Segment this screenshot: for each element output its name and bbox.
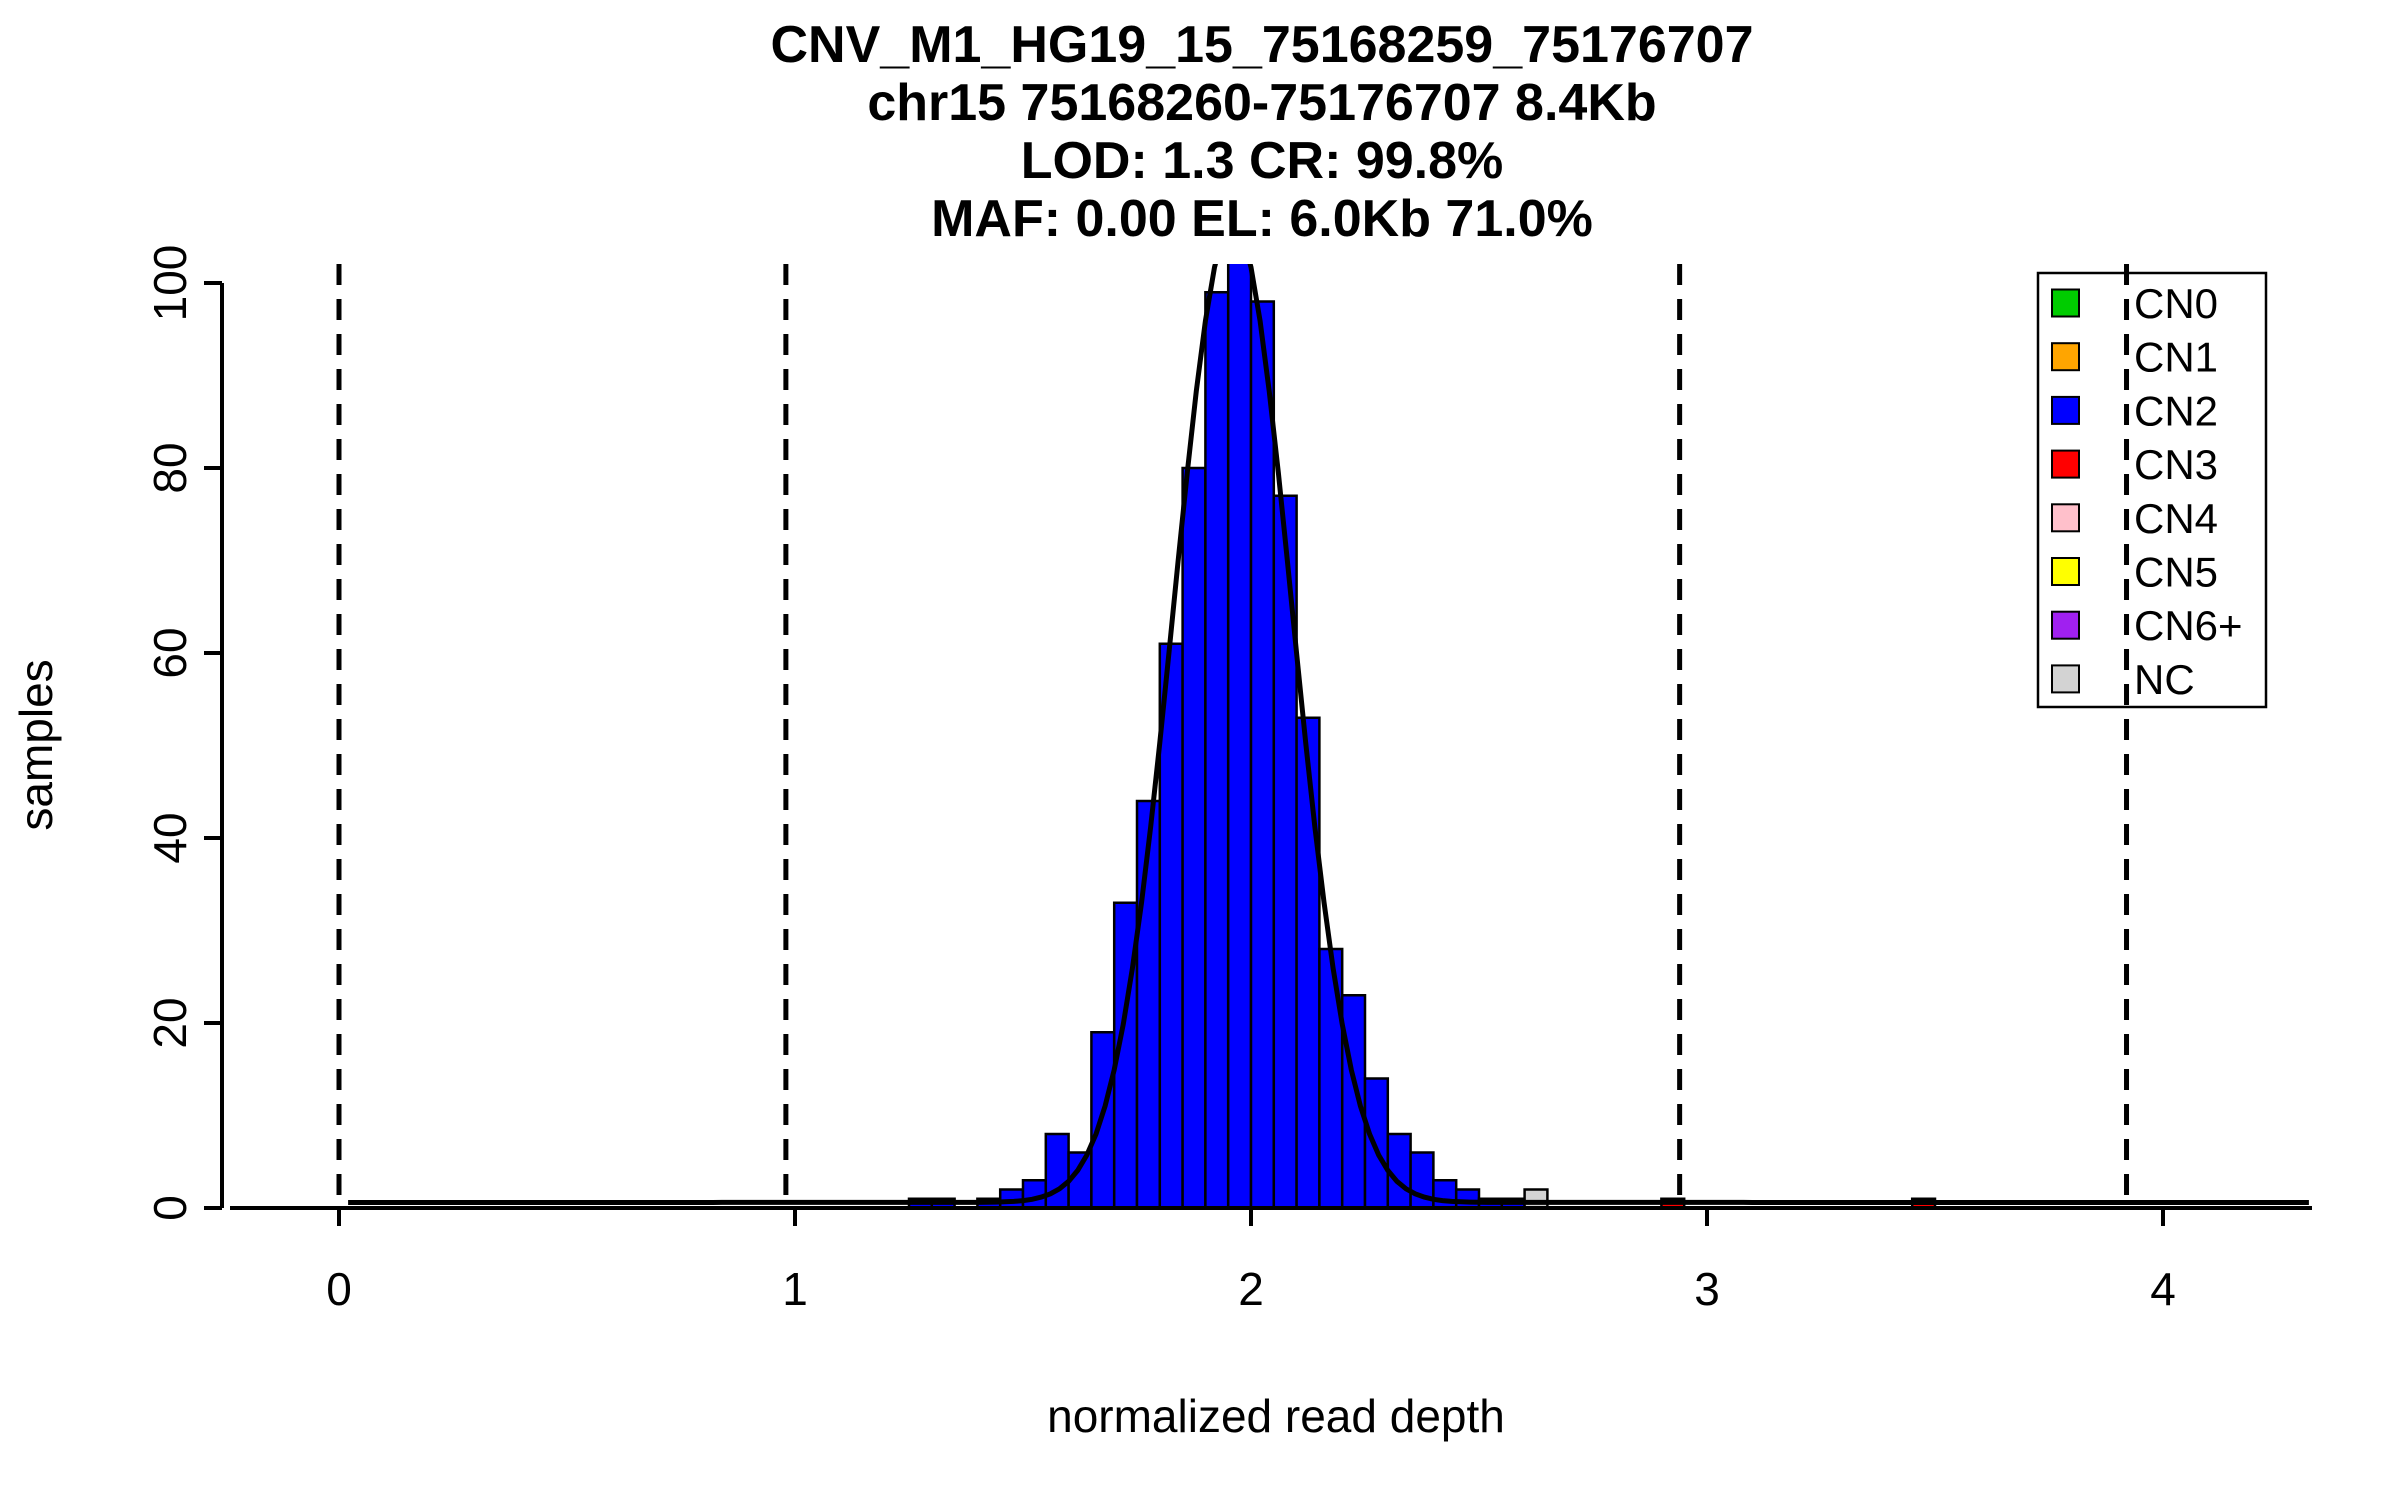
y-tick-label: 100 [144,245,196,322]
chart-title: CNV_M1_HG19_15_75168259_75176707 chr15 7… [122,16,2400,248]
y-axis-label: samples [10,659,62,830]
legend-swatch-CN0 [2051,288,2080,318]
histogram-bar-CN2 [1204,291,1230,1210]
histogram-bar-CN2 [1226,264,1253,1210]
histogram-bar-CN2 [1044,1132,1070,1210]
y-tick-label: 60 [144,627,196,678]
legend-box [2036,271,2268,709]
legend-swatch-CN6+ [2051,610,2080,640]
x-tick-label: 4 [2150,1263,2176,1315]
x-tick-label: 2 [1238,1263,1264,1315]
x-tick-label: 0 [326,1263,352,1315]
legend-label-CN0: CN0 [2134,280,2218,327]
legend-label-CN2: CN2 [2134,387,2218,434]
x-tick-label: 3 [1694,1263,1720,1315]
histogram-bar-CN2 [1454,1188,1481,1210]
legend-swatch-CN5 [2051,557,2080,586]
histogram-bar-CN2 [1295,716,1321,1210]
chart-title-line-4: MAF: 0.00 EL: 6.0Kb 71.0% [931,190,1593,248]
legend-swatch-NC [2051,664,2080,694]
histogram-bar-CN2 [1249,300,1276,1210]
legend: CN0 CN1 CN2 CN3 CN4 CN5 CN6+ NC [2036,271,2268,709]
histogram-bar-NC [1523,1188,1549,1210]
legend-label-NC: NC [2134,656,2195,703]
y-tick-label: 40 [144,812,196,863]
y-tick-label: 80 [144,442,196,493]
y-tick-label: 0 [144,1195,196,1221]
legend-swatch-CN3 [2051,449,2080,479]
legend-label-CN5: CN5 [2134,549,2218,596]
x-tick-label: 1 [782,1263,808,1315]
chart-title-line-3: LOD: 1.3 CR: 99.8% [1020,132,1504,190]
legend-label-CN3: CN3 [2134,441,2218,488]
gaussian-fit-curve [348,264,2309,1205]
legend-label-CN4: CN4 [2134,495,2218,542]
histogram-bar-CN2 [1181,466,1207,1210]
y-tick-label: 20 [144,997,196,1048]
legend-label-CN6+: CN6+ [2134,602,2243,649]
chart-title-line-2: chr15 75168260-75176707 8.4Kb [867,74,1657,132]
x-axis-label: normalized read depth [1047,1390,1505,1442]
legend-swatch-CN4 [2051,503,2080,533]
legend-swatch-CN2 [2051,395,2080,425]
legend-label-CN1: CN1 [2134,334,2218,381]
histogram-bars [907,264,1937,1210]
chart-title-line-1: CNV_M1_HG19_15_75168259_75176707 [770,16,1754,74]
legend-swatch-CN1 [2051,342,2080,372]
histogram-bar-CN2 [1363,1077,1390,1210]
